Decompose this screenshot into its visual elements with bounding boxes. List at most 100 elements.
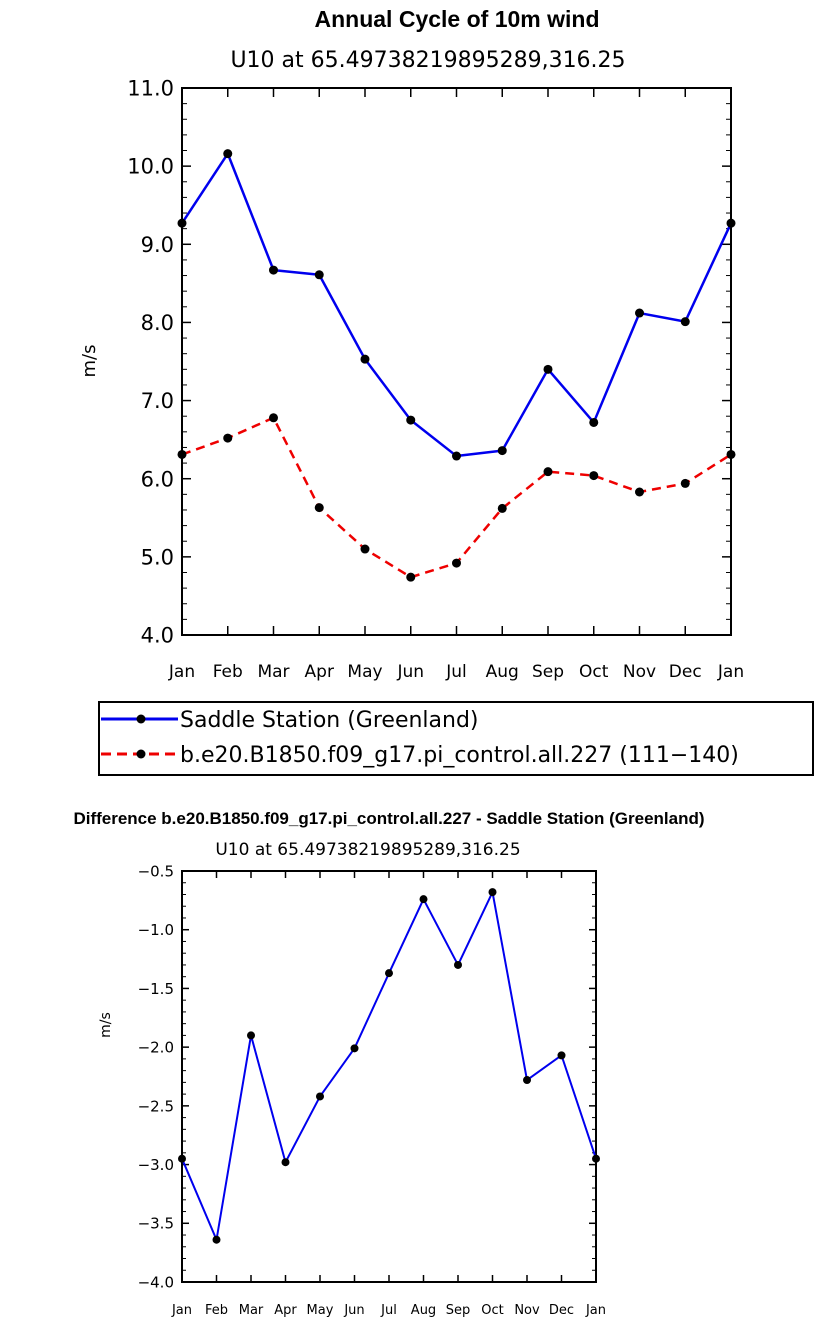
x-tick-label: Jun (343, 1303, 364, 1318)
legend-label-model: b.e20.B1850.f09_g17.pi_control.all.227 (… (180, 743, 739, 768)
data-point (177, 218, 187, 228)
legend-frame (98, 701, 814, 776)
x-tick-label: Mar (257, 662, 289, 682)
y-tick-label: 7.0 (141, 389, 174, 413)
data-point (406, 415, 416, 425)
x-tick-label: Jun (396, 662, 424, 682)
data-point (523, 1076, 531, 1085)
y-tick-label: 6.0 (141, 467, 174, 491)
top-chart-subtitle: U10 at 65.49738219895289,316.25 (230, 48, 625, 73)
y-tick-label: 9.0 (141, 233, 174, 257)
top-chart-legend: Saddle Station (Greenland) b.e20.B1850.f… (98, 701, 814, 776)
x-tick-label: May (307, 1303, 334, 1318)
data-point (178, 1154, 186, 1163)
data-point (543, 364, 553, 374)
y-tick-label: 5.0 (141, 545, 174, 569)
series-line-1 (180, 152, 733, 458)
x-tick-label: Sep (446, 1303, 471, 1318)
x-tick-label: Jan (168, 662, 195, 682)
data-point (360, 544, 370, 554)
bottom-chart-y-tick-labels: −4.0 −3.5 −3.0 −2.5 −2.0 −1.5 −1.0 −0.5 (138, 862, 174, 1291)
x-tick-label: Oct (579, 662, 609, 682)
data-point (680, 317, 690, 327)
y-tick-label: −0.5 (138, 862, 174, 880)
legend-label-saddle-station: Saddle Station (Greenland) (180, 708, 479, 733)
data-point (385, 969, 393, 978)
data-point (557, 1051, 566, 1060)
x-tick-label: Aug (486, 662, 519, 682)
x-tick-label: Nov (623, 662, 656, 682)
data-point (360, 354, 370, 364)
bottom-chart: Difference b.e20.B1850.f09_g17.pi_contro… (73, 809, 704, 1318)
data-point (247, 1031, 255, 1040)
bottom-chart-title: Difference b.e20.B1850.f09_g17.pi_contro… (73, 809, 704, 828)
data-point (589, 417, 599, 427)
x-tick-label: Dec (669, 662, 702, 682)
data-point (726, 218, 736, 228)
data-point (589, 471, 599, 481)
y-tick-label: −1.0 (138, 921, 174, 939)
y-tick-label: −3.0 (138, 1156, 174, 1174)
x-tick-label: Aug (411, 1303, 436, 1318)
x-tick-label: Apr (274, 1303, 297, 1318)
data-point (350, 1044, 359, 1053)
x-tick-label: Jan (585, 1303, 606, 1318)
data-point (406, 572, 416, 582)
y-tick-label: 10.0 (127, 155, 174, 179)
top-chart-series (177, 149, 736, 582)
y-tick-label: −2.5 (138, 1097, 174, 1115)
data-point (281, 1158, 290, 1167)
legend-marker-saddle-station (136, 714, 146, 724)
data-point (497, 446, 507, 456)
x-tick-label: Apr (305, 662, 334, 682)
bottom-chart-y-axis-label: m/s (98, 1012, 114, 1038)
data-point (316, 1092, 324, 1101)
data-point (454, 960, 462, 969)
series-line-2 (181, 416, 732, 579)
data-point (223, 433, 233, 443)
bottom-chart-series (178, 888, 600, 1244)
data-point (419, 895, 428, 904)
y-tick-label: −3.5 (138, 1215, 174, 1233)
data-point (314, 270, 324, 280)
legend-marker-model (136, 749, 146, 759)
data-point (177, 449, 187, 459)
bottom-chart-x-tick-labels: Jan Feb Mar Apr May Jun Jul Aug Sep Oct Nov Dec Jan (171, 1303, 606, 1318)
top-chart: Annual Cycle of 10m wind U10 at 65.49738… (79, 6, 814, 776)
x-tick-label: Nov (514, 1303, 540, 1318)
bottom-chart-ticks (181, 870, 597, 1283)
data-point (726, 449, 736, 459)
y-tick-label: 11.0 (127, 77, 174, 101)
y-tick-label: 4.0 (141, 624, 174, 648)
data-point (488, 888, 497, 897)
x-tick-label: Jul (380, 1303, 397, 1318)
x-tick-label: Feb (205, 1303, 228, 1318)
x-tick-label: Oct (481, 1303, 503, 1318)
data-point (212, 1235, 221, 1244)
x-tick-label: Dec (549, 1303, 574, 1318)
data-point (269, 265, 278, 275)
data-point (269, 413, 278, 423)
data-point (452, 558, 461, 568)
data-point (635, 487, 644, 497)
top-chart-plot-frame (181, 87, 732, 636)
x-tick-label: Jul (445, 662, 467, 682)
data-point (452, 451, 461, 461)
top-chart-y-axis-label: m/s (79, 345, 100, 378)
data-point (635, 308, 644, 318)
top-chart-x-tick-labels: Jan Feb Mar Apr May Jun Jul Aug Sep Oct Nov Dec Jan (168, 662, 744, 682)
data-point (223, 149, 233, 159)
y-tick-label: −4.0 (138, 1273, 174, 1291)
x-tick-label: Jan (171, 1303, 192, 1318)
data-point (314, 503, 324, 513)
top-chart-title: Annual Cycle of 10m wind (315, 6, 600, 32)
data-point (592, 1154, 600, 1163)
top-chart-ticks (181, 87, 732, 636)
data-point (680, 478, 690, 488)
x-tick-label: Sep (532, 662, 564, 682)
series-line-1 (181, 891, 597, 1241)
y-tick-label: 8.0 (141, 311, 174, 335)
x-tick-label: Mar (239, 1303, 264, 1318)
y-tick-label: −2.0 (138, 1039, 174, 1057)
